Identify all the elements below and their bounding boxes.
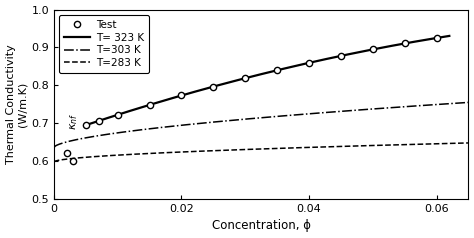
Text: $\kappa_{nf}$: $\kappa_{nf}$ <box>68 113 80 130</box>
T=303 K <box>465 101 471 104</box>
Test <box>83 124 89 127</box>
T=283 K <box>427 143 432 145</box>
T=303 K <box>427 104 432 106</box>
Test <box>147 104 153 106</box>
Test <box>274 69 280 72</box>
Test <box>306 61 312 64</box>
Line: T=303 K: T=303 K <box>54 102 468 148</box>
T=283 K <box>296 146 302 149</box>
Test <box>179 94 184 97</box>
Y-axis label: Thermal Conductivity
(W/m.K): Thermal Conductivity (W/m.K) <box>6 45 27 164</box>
T=283 K <box>51 160 57 163</box>
T= 323 K <box>300 63 305 66</box>
Line: T= 323 K: T= 323 K <box>86 36 449 125</box>
T=283 K <box>298 146 303 149</box>
Test <box>210 85 216 88</box>
Test <box>370 48 375 51</box>
T=303 K <box>401 105 406 108</box>
T=303 K <box>51 146 57 149</box>
X-axis label: Concentration, ϕ: Concentration, ϕ <box>212 219 310 233</box>
T= 323 K <box>298 63 304 66</box>
T= 323 K <box>84 123 90 126</box>
Test <box>242 77 248 80</box>
Line: Test: Test <box>82 35 440 128</box>
T=303 K <box>305 113 310 115</box>
Test <box>338 55 344 57</box>
T= 323 K <box>447 35 452 37</box>
Test <box>434 37 439 40</box>
Test <box>402 42 408 45</box>
Line: T=283 K: T=283 K <box>54 143 468 162</box>
Test <box>96 119 101 122</box>
T=303 K <box>53 145 58 148</box>
Legend: Test, T= 323 K, T=303 K, T=283 K: Test, T= 323 K, T=303 K, T=283 K <box>59 15 149 73</box>
Test <box>115 113 120 116</box>
T= 323 K <box>305 62 311 64</box>
T= 323 K <box>412 40 418 43</box>
T=283 K <box>401 143 406 146</box>
T=303 K <box>296 113 302 116</box>
T=283 K <box>465 142 471 144</box>
T=303 K <box>298 113 303 116</box>
T= 323 K <box>83 124 89 127</box>
T=283 K <box>53 160 58 163</box>
T=283 K <box>305 146 310 149</box>
T= 323 K <box>389 44 395 47</box>
